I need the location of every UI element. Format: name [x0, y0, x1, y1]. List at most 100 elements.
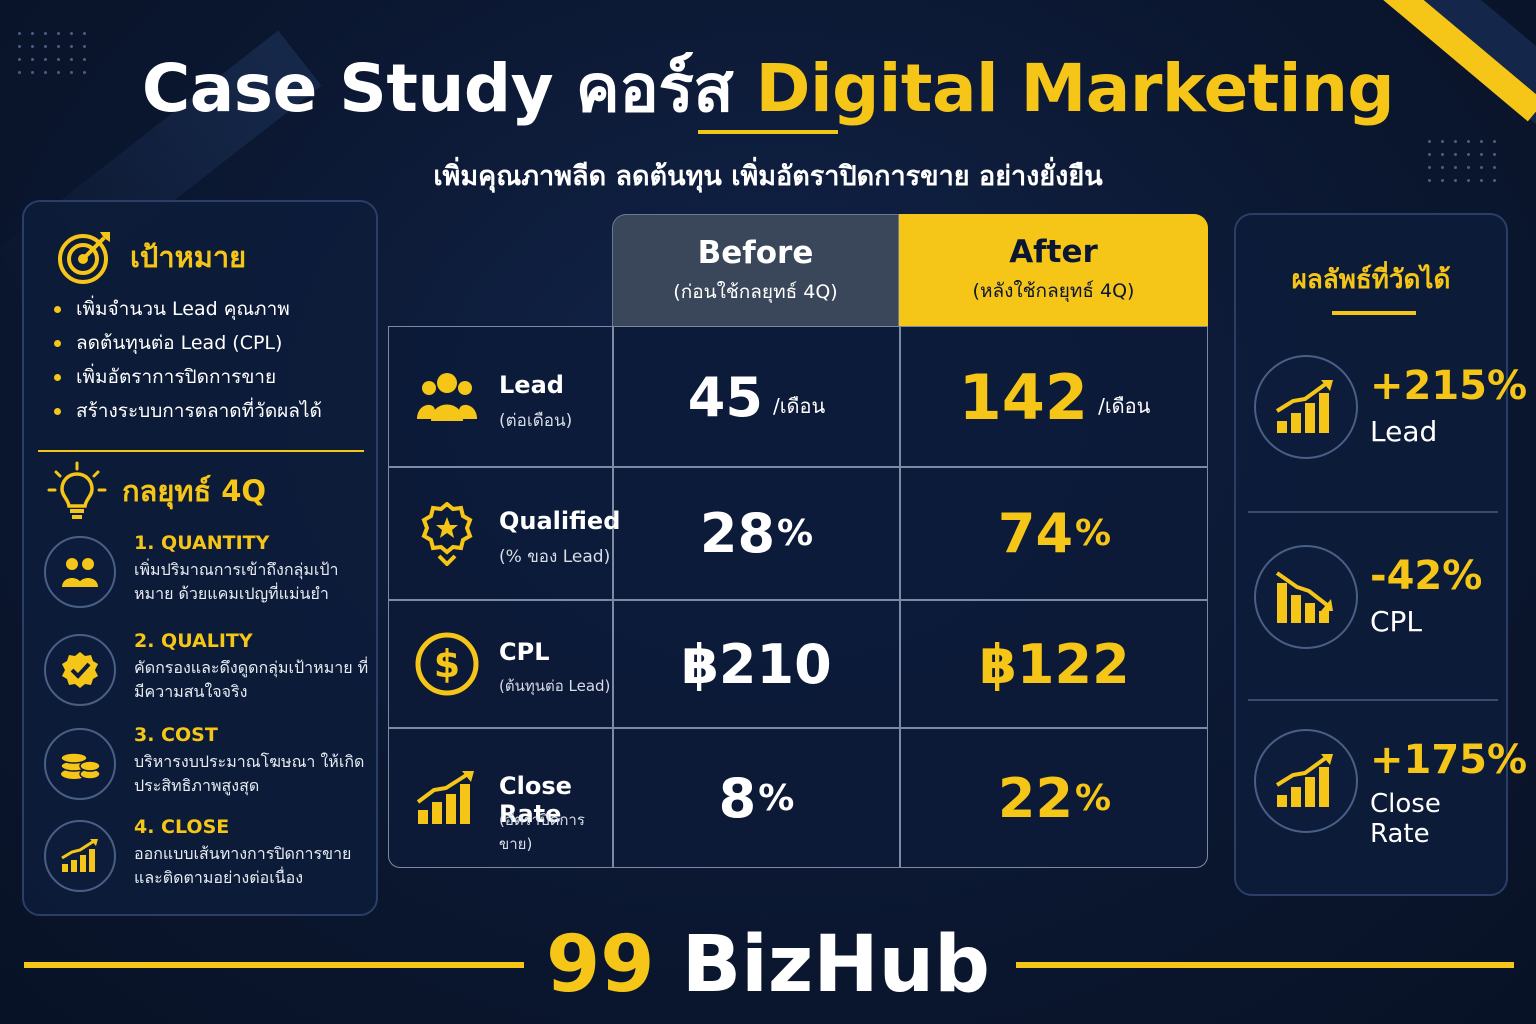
value-number: 45	[687, 365, 763, 429]
result-value: +215%	[1370, 363, 1528, 409]
decorative-dots	[18, 32, 86, 74]
value-number: 74	[997, 502, 1074, 565]
strategy-title: 3. COST	[134, 724, 218, 746]
strategy-item-quality: 2. QUALITY คัดกรองและดึงดูดกลุ่มเป้าหมาย…	[42, 630, 372, 720]
metric-cell: Qualified (% ของ Lead)	[389, 467, 620, 600]
results-heading: ผลลัพธ์ที่วัดได้	[1291, 265, 1451, 295]
footer-line-left	[24, 962, 524, 968]
result-label: CPL	[1370, 605, 1423, 638]
goals-header: เป้าหมาย	[54, 226, 246, 288]
after-value: 74 %	[900, 467, 1209, 600]
users-icon	[411, 361, 483, 433]
value-unit: /เดือน	[1098, 394, 1151, 418]
metric-subtitle: (ต้นทุนต่อ Lead)	[499, 677, 611, 695]
metric-name: Close Rate	[499, 772, 572, 828]
decorative-dots	[1428, 140, 1496, 182]
metric-cell: $ CPL (ต้นทุนต่อ Lead)	[389, 600, 613, 728]
strategy-desc: เพิ่มปริมาณการเข้าถึงกลุ่มเป้าหมาย ด้วยแ…	[134, 560, 339, 603]
value-number: ฿122	[979, 632, 1130, 696]
result-label: Close Rate	[1370, 789, 1441, 849]
strategy-desc: คัดกรองและดึงดูดกลุ่มเป้าหมาย ที่มีความส…	[134, 658, 369, 701]
value-number: 28	[699, 502, 776, 565]
metric-name: CPL	[499, 638, 550, 666]
goal-item: ลดต้นทุนต่อ Lead (CPL)	[52, 332, 322, 354]
value-number: 22	[997, 766, 1074, 830]
strategy-desc: บริหารงบประมาณโฆษณา ให้เกิดประสิทธิภาพสู…	[134, 752, 365, 795]
strategy-desc: ออกแบบเส้นทางการปิดการขาย และติดตามอย่าง…	[134, 844, 352, 887]
trend-up-icon	[1254, 355, 1358, 459]
strategy-item-close: 4. CLOSE ออกแบบเส้นทางการปิดการขาย และติ…	[42, 816, 372, 906]
table-divider	[389, 599, 1207, 601]
goals-heading: เป้าหมาย	[130, 240, 247, 274]
value-number: 8	[718, 766, 757, 830]
growth-chart-icon	[44, 820, 116, 892]
value-percent: %	[777, 513, 814, 554]
before-value: 8 %	[613, 728, 900, 868]
value-percent: %	[1075, 513, 1112, 554]
trend-down-icon	[1254, 545, 1358, 649]
before-value: 45 /เดือน	[613, 327, 900, 467]
svg-text:$: $	[434, 642, 460, 686]
dollar-coin-icon: $	[411, 628, 483, 700]
before-value: ฿210	[613, 600, 900, 728]
table-row: Lead (ต่อเดือน) 45 /เดือน 142 /เดือน	[389, 327, 1209, 467]
after-value: 22 %	[900, 728, 1209, 868]
metric-name: Lead	[499, 371, 564, 399]
metric-cell: Lead (ต่อเดือน)	[389, 327, 613, 467]
before-title: Before	[697, 234, 814, 271]
metric-cell: Close Rate (อัตราปิดการขาย)	[389, 728, 613, 868]
brand-name: BizHub	[681, 920, 990, 1010]
result-label: Lead	[1370, 415, 1438, 448]
users-icon	[44, 536, 116, 608]
results-underline	[1332, 311, 1416, 315]
growth-chart-icon	[411, 762, 483, 834]
metric-subtitle: (อัตราปิดการขาย)	[499, 811, 585, 853]
goal-item: สร้างระบบการตลาดที่วัดผลได้	[52, 400, 322, 422]
value-number: ฿210	[681, 632, 832, 696]
lightbulb-icon	[46, 460, 108, 522]
result-item: +175% Close Rate	[1252, 729, 1527, 849]
after-value: 142 /เดือน	[900, 327, 1209, 467]
result-value: +175%	[1370, 737, 1528, 783]
after-title: After	[1009, 234, 1098, 270]
badge-check-icon	[44, 634, 116, 706]
title-underline	[698, 130, 838, 134]
metric-subtitle: (% ของ Lead)	[499, 547, 611, 567]
metric-name: Qualified	[499, 507, 621, 535]
strategy-header: กลยุทธ์ 4Q	[46, 460, 266, 522]
after-subtitle: (หลังใช้กลยุทธ์ 4Q)	[972, 280, 1135, 302]
title-course: คอร์ส	[575, 50, 734, 127]
footer-line-right	[1016, 962, 1514, 968]
target-icon	[54, 226, 116, 288]
value-percent: %	[758, 777, 795, 819]
value-unit: /เดือน	[772, 394, 826, 418]
strategy-title: 2. QUALITY	[134, 630, 253, 652]
brand-logo: 99 BizHub	[0, 920, 1536, 1010]
table-divider	[389, 466, 1207, 468]
results-divider	[1248, 511, 1498, 513]
result-value: -42%	[1370, 553, 1483, 599]
table-row: $ CPL (ต้นทุนต่อ Lead) ฿210 ฿122	[389, 600, 1209, 728]
goal-item: เพิ่มจำนวน Lead คุณภาพ	[52, 298, 322, 320]
table-divider	[612, 327, 614, 867]
table-divider	[899, 327, 901, 867]
strategy-item-quantity: 1. QUANTITY เพิ่มปริมาณการเข้าถึงกลุ่มเป…	[42, 532, 372, 622]
after-column-header: After (หลังใช้กลยุทธ์ 4Q)	[899, 214, 1208, 326]
before-column-header: Before (ก่อนใช้กลยุทธ์ 4Q)	[612, 214, 899, 326]
panel-divider	[38, 450, 364, 452]
strategy-item-cost: 3. COST บริหารงบประมาณโฆษณา ให้เกิดประสิ…	[42, 724, 372, 814]
strategy-heading: กลยุทธ์ 4Q	[122, 474, 267, 508]
value-number: 142	[958, 360, 1089, 434]
strategy-title: 1. QUANTITY	[134, 532, 270, 554]
result-item: +215% Lead	[1252, 355, 1527, 475]
page-subtitle: เพิ่มคุณภาพลีด ลดต้นทุน เพิ่มอัตราปิดการ…	[433, 161, 1103, 192]
results-divider	[1248, 699, 1498, 701]
before-subtitle: (ก่อนใช้กลยุทธ์ 4Q)	[673, 280, 838, 303]
title-digital-marketing: Digital Marketing	[755, 50, 1395, 127]
goals-list: เพิ่มจำนวน Lead คุณภาพ ลดต้นทุนต่อ Lead …	[52, 298, 322, 434]
value-percent: %	[1075, 777, 1112, 819]
brand-number: 99	[546, 920, 655, 1010]
table-row: Qualified (% ของ Lead) 28 % 74 %	[389, 467, 1209, 600]
comparison-table: Lead (ต่อเดือน) 45 /เดือน 142 /เดือน Qua…	[388, 326, 1208, 868]
coins-icon	[44, 728, 116, 800]
